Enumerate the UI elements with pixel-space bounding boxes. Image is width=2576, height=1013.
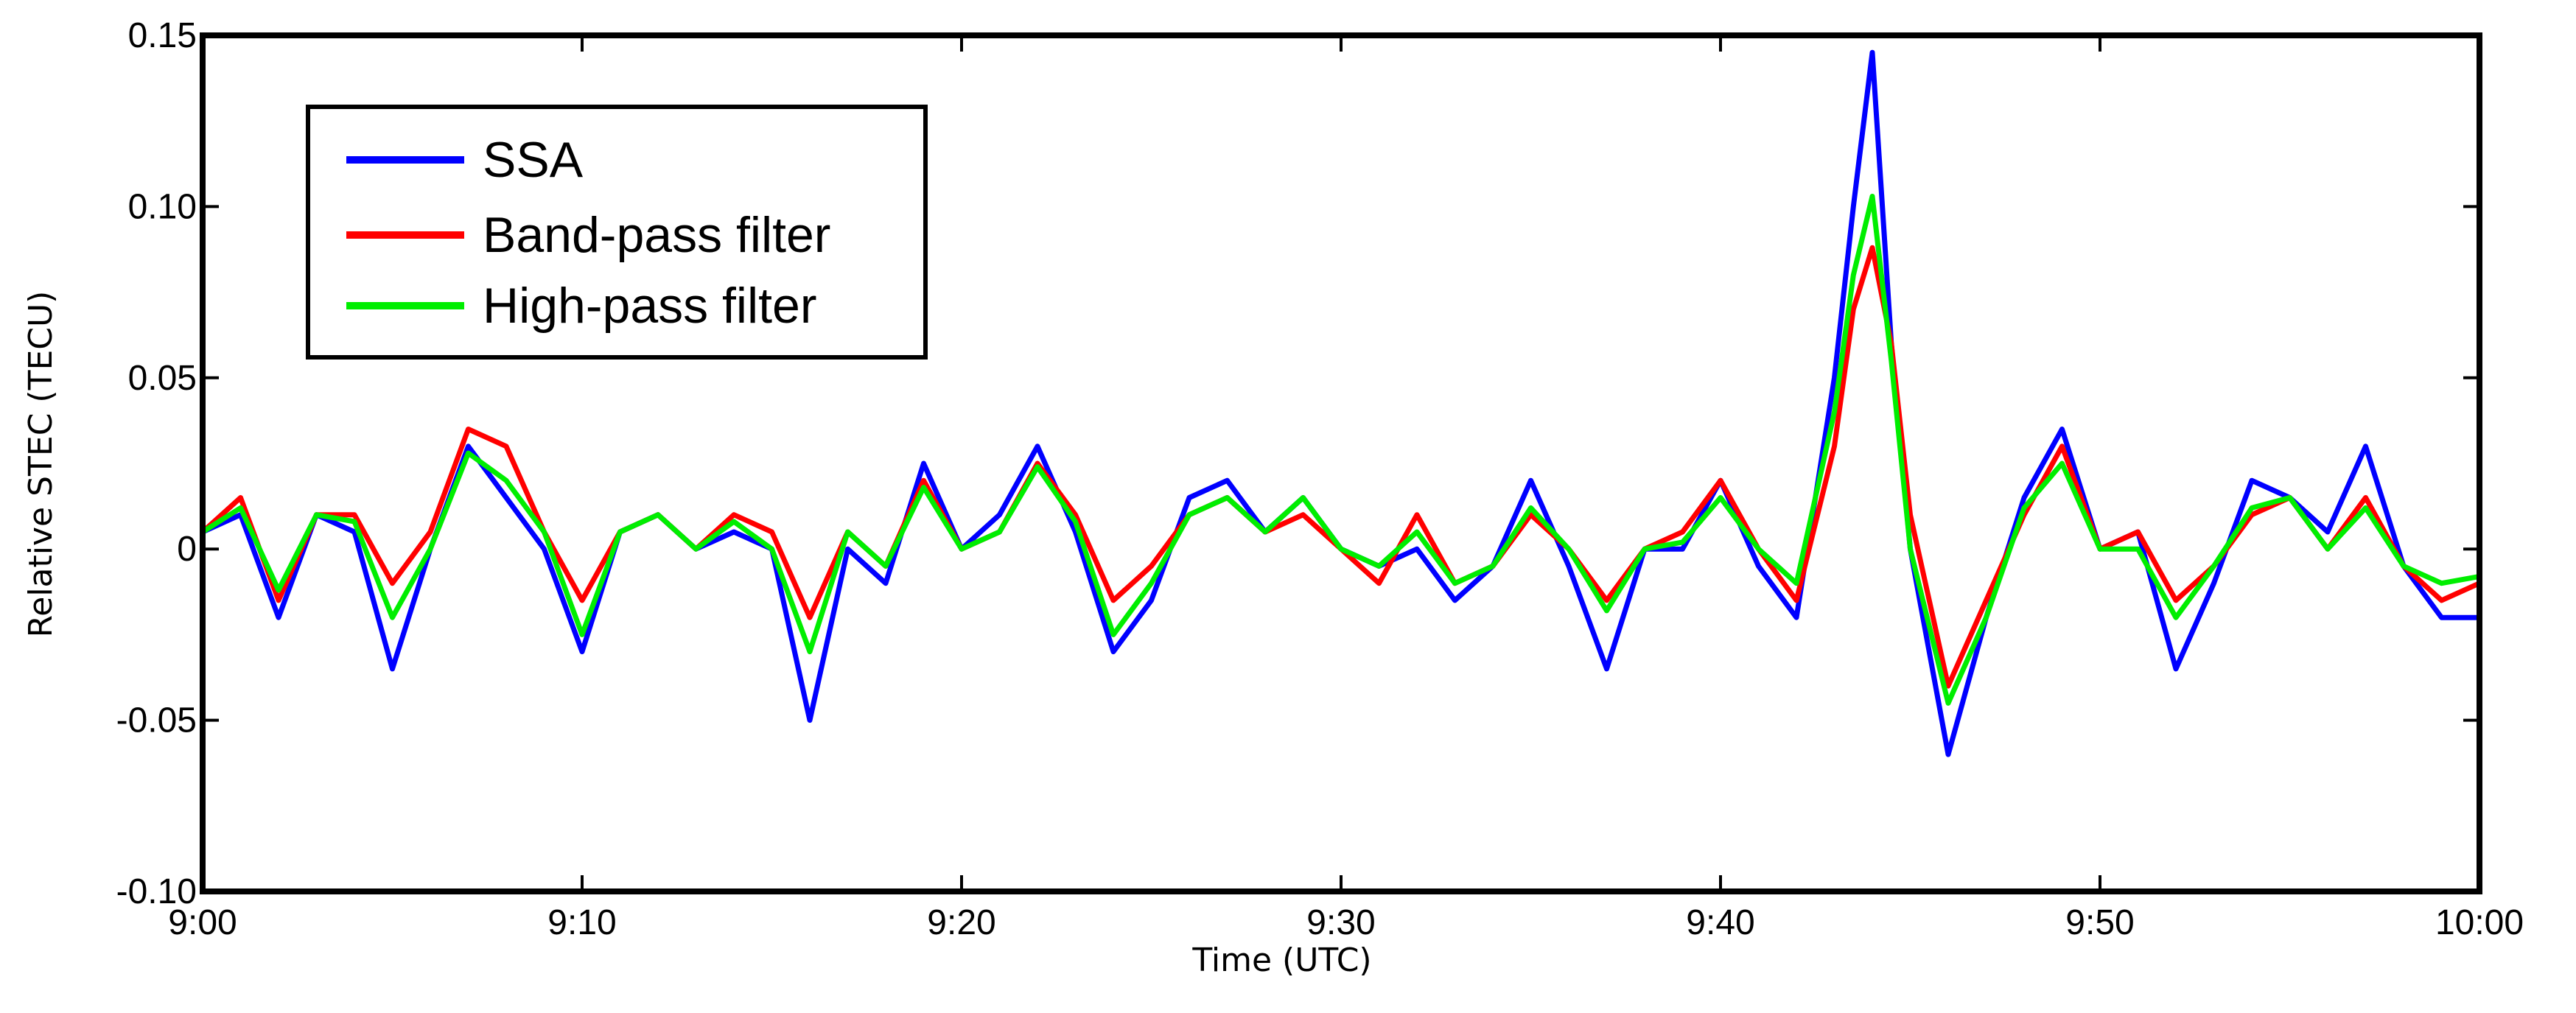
legend-label-ssa: SSA xyxy=(483,132,584,188)
x-axis-label: Time (UTC) xyxy=(1191,942,1371,979)
y-tick-label: -0.10 xyxy=(116,872,197,911)
x-tick-label: 9:50 xyxy=(2065,903,2134,942)
ticks-layer: 9:00 9:10 9:20 9:30 9:40 9:50 10:00 -0.10 -0.05 0… xyxy=(116,16,2524,942)
x-tick-label: 9:10 xyxy=(547,903,616,942)
x-tick-label: 9:20 xyxy=(927,903,995,942)
legend-label-high-pass: High-pass filter xyxy=(483,278,817,334)
x-tick-label: 9:40 xyxy=(1686,903,1754,942)
y-tick-label: 0 xyxy=(177,530,197,569)
series-line-high-pass-filter xyxy=(200,194,2482,706)
y-tick-label: -0.05 xyxy=(116,701,197,740)
legend: SSA Band-pass filter High-pass filter xyxy=(306,105,928,360)
y-tick-label: 0.15 xyxy=(128,16,197,55)
x-tick-label: 9:00 xyxy=(168,903,237,942)
x-tick-label: 10:00 xyxy=(2435,903,2524,942)
y-axis-label: Relative STEC (TECU) xyxy=(22,291,60,638)
x-tick-label: 9:30 xyxy=(1306,903,1375,942)
series-layer xyxy=(200,49,2482,757)
y-tick-label: 0.05 xyxy=(128,359,197,398)
legend-label-band-pass: Band-pass filter xyxy=(483,207,830,263)
y-tick-label: 0.10 xyxy=(128,187,197,226)
